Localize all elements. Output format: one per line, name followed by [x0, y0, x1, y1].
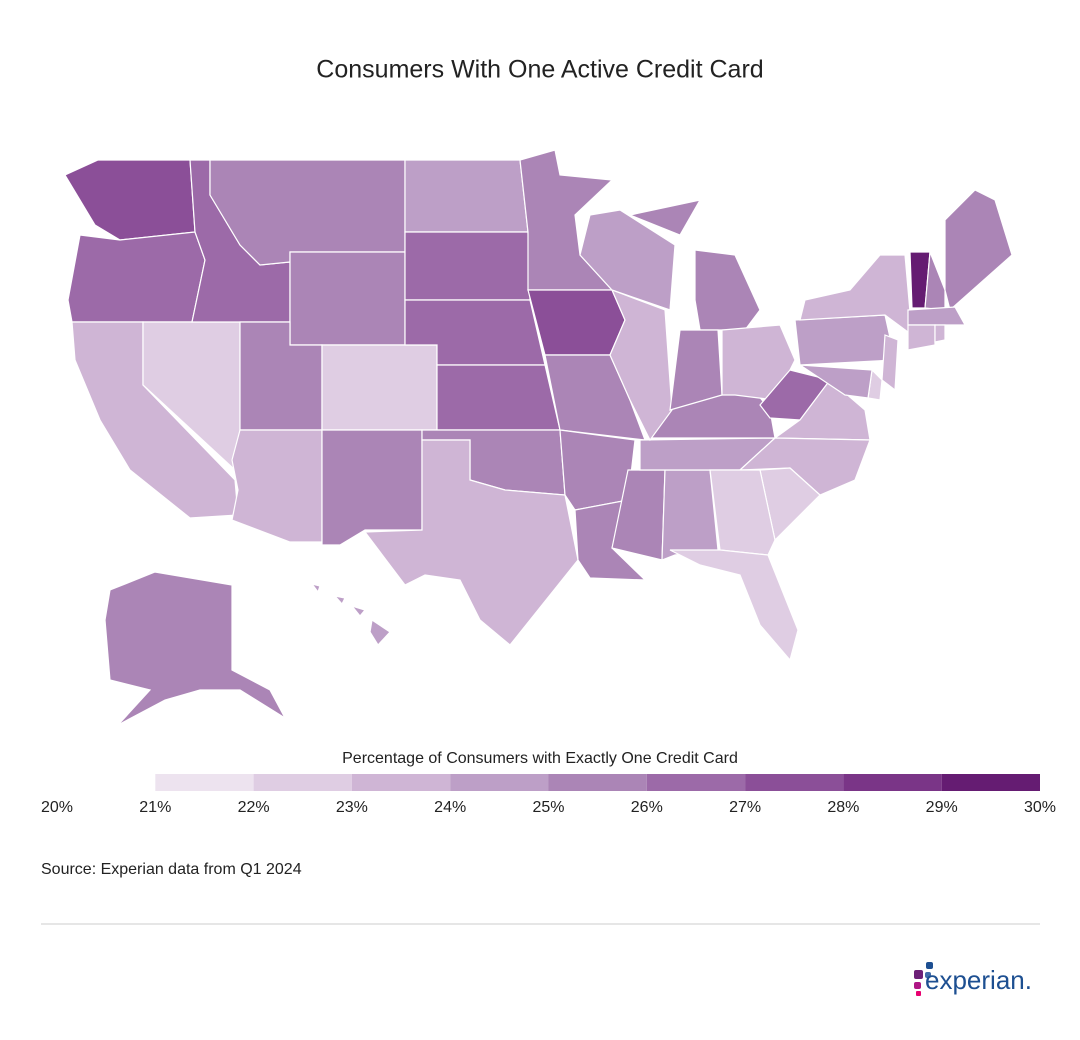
state [934, 324, 946, 343]
legend-tick-label: 21% [139, 799, 171, 816]
legend-swatch [253, 774, 352, 791]
state [669, 549, 799, 662]
legend-tick-label: 25% [532, 799, 564, 816]
legend-tick-label: 29% [926, 799, 958, 816]
state [104, 571, 287, 726]
state [289, 251, 406, 346]
legend-swatch [843, 774, 942, 791]
legend-swatch [646, 774, 746, 791]
legend-swatch [450, 774, 549, 791]
state [944, 189, 1013, 312]
state [519, 149, 614, 291]
logo-dots [914, 962, 933, 996]
legend-tick-label: 28% [827, 799, 859, 816]
state [363, 439, 579, 646]
legend-tick-label: 23% [336, 799, 368, 816]
state [794, 314, 896, 366]
state [797, 364, 873, 399]
state [64, 159, 196, 241]
map [64, 149, 1013, 726]
state [579, 209, 676, 311]
state [404, 159, 529, 233]
chart-title: Consumers With One Active Credit Card [316, 56, 763, 84]
state [527, 289, 626, 356]
state [907, 306, 967, 326]
legend-title: Percentage of Consumers with Exactly One… [342, 750, 738, 767]
legend-swatch [351, 774, 451, 791]
state [404, 231, 531, 301]
legend-tick-label: 27% [729, 799, 761, 816]
legend-tick-label: 22% [238, 799, 270, 816]
legend-swatch [745, 774, 844, 791]
state [321, 429, 423, 546]
state [799, 254, 913, 337]
state [436, 364, 561, 431]
state [544, 354, 646, 441]
legend-swatch [155, 774, 254, 791]
state [231, 429, 323, 543]
legend-tick-label: 24% [434, 799, 466, 816]
state [321, 344, 438, 431]
state [67, 231, 206, 323]
legend-swatch [548, 774, 647, 791]
legend-tick-label: 26% [631, 799, 663, 816]
state [661, 469, 719, 561]
state [609, 288, 673, 442]
state [709, 469, 776, 556]
state [881, 334, 899, 392]
legend-tick-label: 30% [1024, 799, 1056, 816]
state [310, 583, 391, 646]
state [907, 324, 936, 351]
legend-swatch [941, 774, 1040, 791]
legend-tick-label: 20% [41, 799, 73, 816]
source: Source: Experian data from Q1 2024 [41, 861, 302, 878]
logo: experian. [925, 965, 1032, 995]
